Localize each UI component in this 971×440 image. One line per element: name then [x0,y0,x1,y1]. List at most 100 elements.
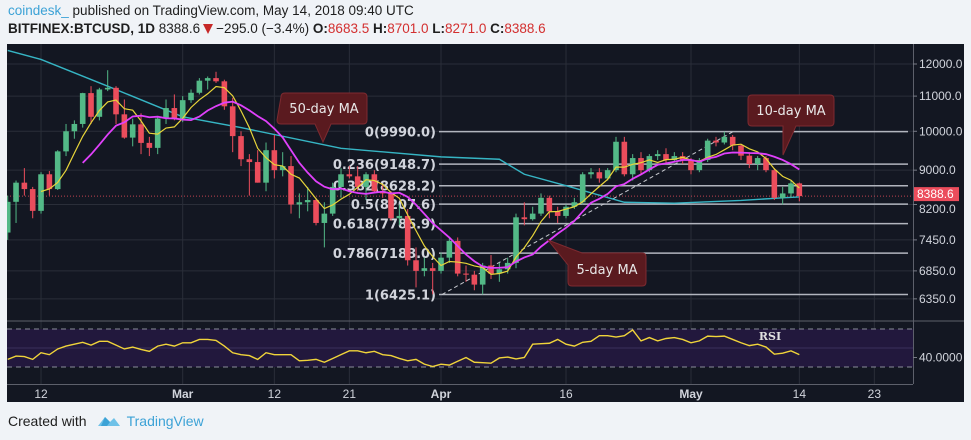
close-label: C: [490,21,505,36]
candle [104,70,111,92]
candle-body [438,257,444,271]
axes: 12000.0 11000.0 10000.0 9000.0 8200.0 7450.0 6… [34,57,962,401]
candle [413,247,419,288]
main-pane [7,49,913,295]
candle-body [88,93,94,117]
candle-body [596,172,603,179]
fib-level-label: 0.786(7188.0) [333,247,436,262]
rsi-label: RSI [759,330,781,343]
candle-body [413,260,419,271]
candle-body [79,93,86,124]
candle-body [688,160,694,171]
candle [563,204,569,219]
candle-body [179,100,186,119]
candle [396,204,403,226]
triangle-down-icon [203,24,214,34]
footer: Created with TradingView [8,413,204,429]
candle-body [304,200,311,203]
candle [371,170,378,194]
time-tick-label: Mar [172,387,194,401]
publish-info: coindesk_ published on TradingView.com, … [8,3,414,18]
candle [21,168,28,196]
candle-body [763,158,769,171]
candle-body [529,213,536,220]
candle [521,202,528,226]
price-tick-label: 6350.0 [919,292,956,306]
callout-5-day-ma[interactable]: 5-day MA [546,238,647,287]
low-value: 8271.0 [445,21,487,36]
candle-body [163,108,169,119]
candle [579,172,586,205]
author-link[interactable]: coindesk_ [8,3,69,18]
callout-50-day-ma[interactable]: 50-day MA [276,92,368,144]
candle [88,86,94,124]
candle [446,237,453,263]
candle-body [188,92,194,101]
candle [46,170,53,196]
candle-body [321,213,328,223]
candle-body [238,136,244,160]
callout-label: 5-day MA [576,263,637,278]
candle-body [479,265,486,285]
candle [513,213,519,269]
tradingview-logo-icon[interactable] [97,414,121,428]
candle-body [679,156,686,161]
published-text: published on TradingView.com, May 14, 20… [68,3,414,18]
callout-label: 10-day MA [756,104,825,119]
candle-body [646,156,653,171]
candle-body [704,140,711,161]
candle-body [29,189,36,211]
candle [54,150,61,190]
candle [713,136,719,147]
candle-body [296,202,303,205]
candle-body [779,193,786,198]
callout-10-day-ma[interactable]: 10-day MA [747,94,835,156]
fib-level-label: 0.618(7786.9) [333,218,436,233]
last-price-badge [914,187,959,202]
rsi-tick-label: 40.0000 [919,351,963,365]
candle-body [546,197,553,212]
candle-body [338,174,344,187]
open-value: 8683.5 [327,21,370,36]
candle-body [471,274,478,285]
candle [613,136,619,173]
candle [129,118,136,147]
last-price: 8388.6 [158,21,201,36]
time-tick-label: 12 [268,387,282,401]
candle-body [554,211,561,216]
candle [754,156,761,171]
candle [246,154,253,196]
candle-body [71,123,78,132]
time-tick-label: 14 [793,387,807,401]
candle [538,193,544,216]
candle [454,237,461,277]
time-tick-label: 16 [559,387,573,401]
candle-body [104,87,111,90]
fib-level-label: 0.236(9148.7) [333,158,436,173]
candle [63,123,69,157]
candle [554,206,561,223]
candle [254,150,261,183]
candle [79,92,86,128]
candle [304,186,311,212]
candle-body [7,201,11,233]
candle-body [579,174,586,203]
candle [363,172,369,201]
candle-body [363,174,369,187]
candle-body [213,78,219,82]
callout-shape [747,94,835,156]
candle-body [463,273,469,275]
price-tick-label: 9000.0 [919,163,956,177]
candle [321,202,328,248]
high-value: 8701.0 [387,21,429,36]
candle-body [38,174,44,211]
candle-body [621,141,628,175]
candle-body [171,108,178,119]
price-change: −295.0 (−3.4%) [216,21,310,36]
candle-body [138,124,144,143]
candle-body [54,151,61,190]
tradingview-link[interactable]: TradingView [126,413,204,429]
candle [121,99,128,139]
candle [196,78,203,95]
